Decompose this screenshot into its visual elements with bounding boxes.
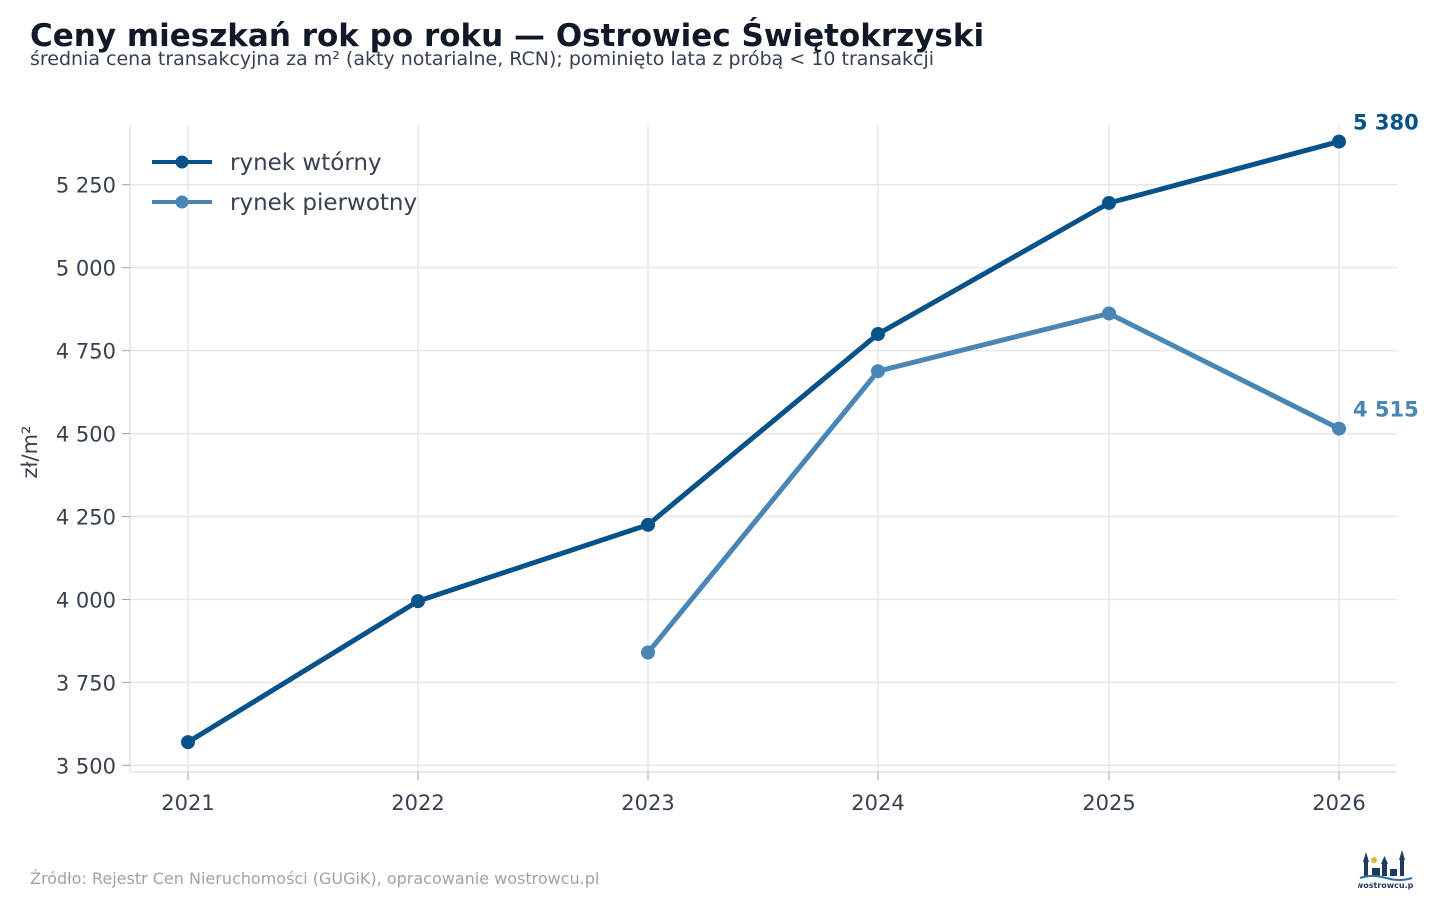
y-tick-label: 4 000 — [56, 588, 116, 612]
chart-subtitle: średnia cena transakcyjna za m² (akty no… — [30, 48, 935, 70]
legend-item-secondary: rynek wtórny — [152, 150, 382, 176]
data-point-1 — [1102, 306, 1116, 321]
y-tick-label: 4 750 — [56, 340, 116, 364]
data-point-0 — [871, 327, 885, 342]
y-tick-label: 3 500 — [56, 754, 116, 778]
data-point-0 — [411, 594, 425, 609]
y-tick-label: 5 250 — [56, 174, 116, 198]
y-tick-label: 5 000 — [56, 257, 116, 281]
y-tick-label: 3 750 — [56, 671, 116, 695]
axis-layer — [129, 125, 1397, 773]
data-point-0 — [181, 735, 195, 750]
y-tick-label: 4 500 — [56, 423, 116, 447]
x-axis-ticks: 2021 2022 2023 2024 2025 2026 — [161, 772, 1366, 815]
data-point-1 — [641, 645, 655, 660]
data-point-0 — [1102, 195, 1116, 210]
y-axis-ticks: 3 500 3 750 4 000 4 250 4 500 4 750 5 000 5 250 — [56, 174, 130, 778]
series-line-1 — [645, 311, 1342, 656]
y-tick-label: 4 250 — [56, 506, 116, 530]
x-tick-label: 2026 — [1312, 791, 1365, 815]
logo-text: wostrowcu.pl — [1358, 881, 1414, 890]
data-point-1 — [1332, 421, 1346, 436]
series-line-0 — [185, 139, 1342, 745]
x-tick-label: 2023 — [621, 791, 674, 815]
end-value-label-0: 5 380 — [1353, 111, 1419, 135]
legend: rynek wtórny rynek pierwotny — [152, 150, 417, 216]
x-tick-label: 2021 — [161, 791, 214, 815]
legend-item-primary: rynek pierwotny — [152, 190, 417, 216]
x-tick-label: 2024 — [851, 791, 904, 815]
data-point-0 — [1332, 134, 1346, 149]
x-tick-label: 2025 — [1082, 791, 1135, 815]
end-labels: 5 380 4 515 — [1353, 111, 1419, 422]
data-point-1 — [871, 364, 885, 379]
legend-label-secondary: rynek wtórny — [230, 150, 382, 176]
wostrowcu-logo: wostrowcu.pl — [1358, 850, 1414, 890]
end-value-label-1: 4 515 — [1353, 398, 1419, 422]
series-layer — [181, 134, 1346, 750]
line-chart: 3 500 3 750 4 000 4 250 4 500 4 750 5 000 5 250… — [18, 111, 1419, 815]
chart-title: Ceny mieszkań rok po roku — Ostrowiec Św… — [30, 18, 985, 54]
source-note: Źródło: Rejestr Cen Nieruchomości (GUGiK… — [30, 869, 600, 888]
legend-label-primary: rynek pierwotny — [230, 190, 417, 216]
x-tick-label: 2022 — [391, 791, 444, 815]
y-axis-title: zł/m² — [18, 426, 42, 479]
data-point-0 — [641, 517, 655, 532]
grid-layer — [130, 125, 1397, 772]
